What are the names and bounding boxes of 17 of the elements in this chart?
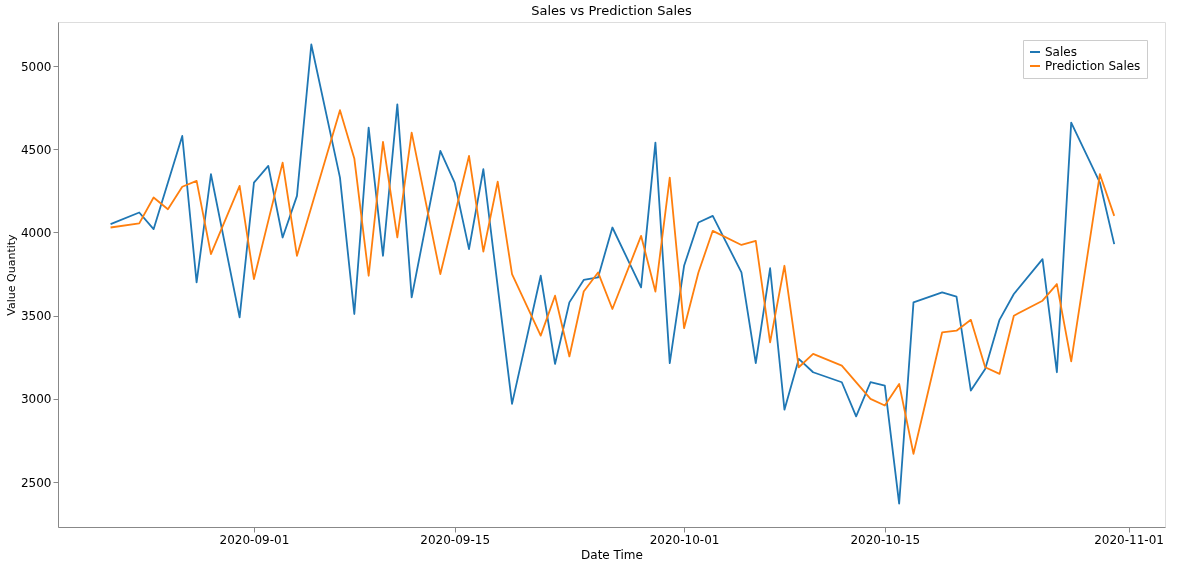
x-tick-label: 2020-11-01 [1094, 532, 1164, 547]
chart-title: Sales vs Prediction Sales [531, 3, 693, 18]
y-tick-label: 4000 [20, 225, 52, 240]
y-tick-label: 3500 [20, 309, 52, 324]
y-axis-title: Value Quantity [4, 233, 18, 316]
x-axis-title: Date Time [581, 547, 643, 562]
y-tick-label: 3000 [20, 392, 52, 407]
x-tick-label: 2020-10-01 [649, 532, 720, 547]
y-tick-label: 5000 [20, 59, 52, 74]
x-tick-label: 2020-09-01 [219, 532, 290, 547]
y-tick-label: 2500 [20, 475, 52, 490]
x-tick-label: 2020-10-15 [850, 532, 921, 547]
y-tick-label: 4500 [20, 142, 52, 157]
legend-label: Sales [1045, 45, 1077, 59]
line-series [109, 109, 1116, 455]
legend-label: Prediction Sales [1045, 59, 1141, 73]
x-tick-label: 2020-09-15 [420, 532, 491, 547]
